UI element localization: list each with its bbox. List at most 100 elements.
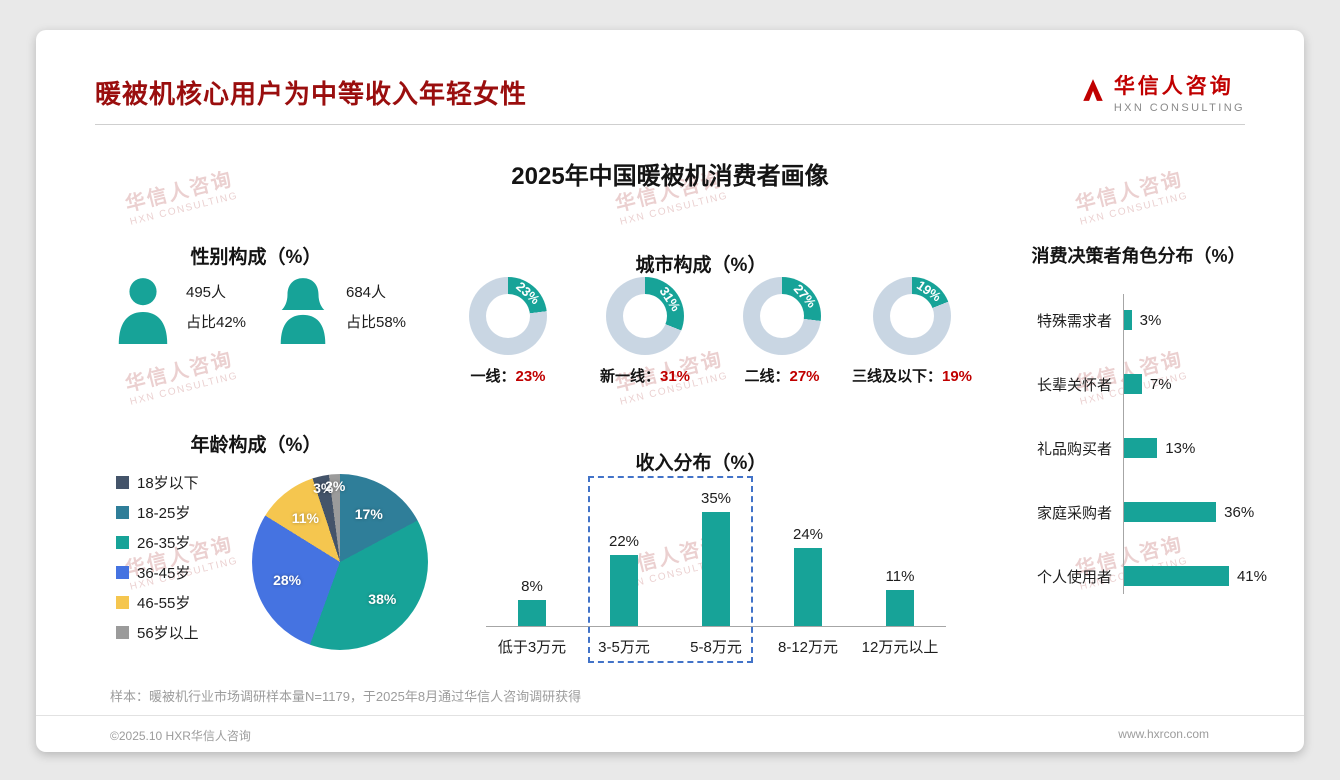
sample-note: 样本：暖被机行业市场调研样本量N=1179，于2025年8月通过华信人咨询调研获… bbox=[110, 689, 582, 704]
donut-caption: 一线：23% bbox=[470, 365, 545, 386]
income-bar bbox=[610, 554, 638, 626]
role-value: 41% bbox=[1236, 567, 1267, 585]
role-label: 长辈关怀者 bbox=[1036, 376, 1112, 394]
male-count: 495人 bbox=[186, 284, 227, 301]
legend-swatch bbox=[116, 505, 129, 519]
role-bar bbox=[1124, 310, 1132, 330]
donut-chart: 19% bbox=[873, 277, 951, 355]
male-share: 占比42% bbox=[186, 314, 247, 331]
legend-item: 36-45岁 bbox=[116, 564, 199, 582]
role-value: 3% bbox=[1139, 311, 1162, 329]
legend-swatch bbox=[116, 595, 129, 609]
income-col: 11% bbox=[854, 568, 946, 626]
role-value: 36% bbox=[1224, 503, 1255, 521]
city-col-tier3plus: 19% 三线及以下：19% bbox=[834, 277, 990, 386]
female-icon bbox=[272, 276, 334, 351]
role-label: 个人使用者 bbox=[1036, 568, 1112, 586]
role-bar bbox=[1124, 502, 1217, 522]
role-label: 特殊需求者 bbox=[1036, 312, 1112, 330]
income-col: 8% bbox=[486, 578, 578, 626]
page-title: 暖被机核心用户为中等收入年轻女性 bbox=[95, 79, 528, 109]
donut-chart: 23% bbox=[469, 277, 547, 355]
legend-label: 56岁以上 bbox=[137, 624, 199, 642]
donut-hole bbox=[760, 294, 804, 338]
role-label: 礼品购买者 bbox=[1036, 440, 1112, 458]
age-legend: 18岁以下 18-25岁 26-35岁 36-45岁 46-55岁 bbox=[116, 474, 199, 654]
income-bar bbox=[518, 600, 546, 626]
role-row-household-buyer: 家庭采购者 36% bbox=[996, 500, 1254, 524]
gender-item-male: 495人 占比42% bbox=[112, 276, 246, 351]
legend-item: 56岁以上 bbox=[116, 624, 199, 642]
income-category-label: 低于3万元 bbox=[497, 639, 567, 656]
age-pie-chart: 3% 17% 38% 28% 11% 2% bbox=[252, 474, 428, 650]
donut-caption-label: 三线及以下： bbox=[851, 368, 942, 385]
brand-subtitle: HXN CONSULTING bbox=[1113, 102, 1245, 114]
legend-label: 26-35岁 bbox=[137, 534, 191, 552]
income-bar bbox=[794, 548, 822, 626]
income-categories: 低于3万元 3-5万元 5-8万元 8-12万元 12万元以上 bbox=[486, 636, 946, 657]
brand-logo: 华信人咨询 HXN CONSULTING bbox=[1080, 70, 1245, 114]
income-bars: 8% 22% 35% 24% bbox=[486, 482, 946, 626]
income-col: 35% bbox=[670, 490, 762, 626]
pie-slice-label: 28% bbox=[273, 572, 302, 589]
donut-caption-value: 27% bbox=[789, 368, 820, 385]
donut-caption-label: 二线： bbox=[744, 368, 790, 385]
pie-slice-label: 17% bbox=[354, 505, 383, 522]
income-category-label: 5-8万元 bbox=[690, 639, 742, 656]
role-row-special-needs: 特殊需求者 3% bbox=[996, 308, 1161, 332]
income-col: 24% bbox=[762, 526, 854, 626]
pie-slice-label: 11% bbox=[291, 509, 319, 526]
role-bar bbox=[1124, 566, 1229, 586]
donut-caption-label: 一线： bbox=[470, 368, 516, 385]
donut-caption-label: 新一线： bbox=[599, 368, 660, 385]
pie-slice-label: 3% bbox=[313, 479, 334, 496]
legend-item: 18-25岁 bbox=[116, 504, 199, 522]
income-value-label: 8% bbox=[521, 578, 543, 595]
donut-caption-value: 19% bbox=[941, 368, 973, 385]
copyright: ©2025.10 HXR华信人咨询 bbox=[110, 729, 251, 743]
website-url: www.hxrcon.com bbox=[1118, 727, 1209, 741]
role-row-personal-user: 个人使用者 41% bbox=[996, 564, 1267, 588]
role-value: 7% bbox=[1149, 375, 1172, 393]
age-section-title: 年龄构成（%） bbox=[190, 435, 322, 456]
income-category-label: 3-5万元 bbox=[598, 639, 650, 656]
male-icon bbox=[112, 276, 174, 351]
legend-swatch bbox=[116, 475, 129, 489]
legend-label: 18岁以下 bbox=[137, 474, 199, 492]
city-col-tier2: 27% 二线：27% bbox=[712, 277, 852, 386]
donut-hole bbox=[890, 294, 934, 338]
gender-item-female: 684人 占比58% bbox=[272, 276, 406, 351]
city-section-title: 城市构成（%） bbox=[635, 255, 767, 276]
roles-section-title: 消费决策者角色分布（%） bbox=[1031, 246, 1246, 266]
income-highlight-box bbox=[588, 476, 753, 663]
legend-swatch bbox=[116, 535, 129, 549]
donut-caption-value: 23% bbox=[515, 368, 546, 385]
income-bar-chart: 8% 22% 35% 24% bbox=[486, 482, 946, 657]
donut-caption-value: 31% bbox=[659, 368, 691, 385]
legend-label: 36-45岁 bbox=[137, 564, 191, 582]
role-value: 13% bbox=[1165, 439, 1196, 457]
city-col-newtier1: 31% 新一线：31% bbox=[575, 277, 715, 386]
income-value-label: 11% bbox=[885, 568, 915, 586]
slide-content: 暖被机核心用户为中等收入年轻女性 华信人咨询 HXN CONSULTING 20… bbox=[36, 30, 1304, 752]
donut-caption: 三线及以下：19% bbox=[852, 365, 972, 386]
role-label: 家庭采购者 bbox=[1036, 504, 1112, 522]
legend-item: 26-35岁 bbox=[116, 534, 199, 552]
main-chart-title: 2025年中国暖被机消费者画像 bbox=[511, 163, 829, 190]
header-divider bbox=[95, 124, 1245, 125]
pie-slice-label: 38% bbox=[368, 590, 397, 607]
gender-section-title: 性别构成（%） bbox=[190, 247, 322, 268]
donut-hole bbox=[623, 294, 667, 338]
donut-caption: 二线：27% bbox=[744, 365, 819, 386]
legend-item: 18岁以下 bbox=[116, 474, 199, 492]
income-bar bbox=[702, 512, 730, 626]
income-category-label: 8-12万元 bbox=[777, 639, 839, 656]
brand-name: 华信人咨询 bbox=[1113, 75, 1234, 98]
donut-chart: 27% bbox=[743, 277, 821, 355]
income-value-label: 24% bbox=[792, 526, 824, 543]
income-category-label: 12万元以上 bbox=[861, 639, 939, 656]
legend-item: 46-55岁 bbox=[116, 594, 199, 612]
slide-card: 华信人咨询 HXN CONSULTING 华信人咨询 HXN CONSULTING 华信… bbox=[36, 30, 1304, 752]
legend-label: 18-25岁 bbox=[137, 504, 191, 522]
